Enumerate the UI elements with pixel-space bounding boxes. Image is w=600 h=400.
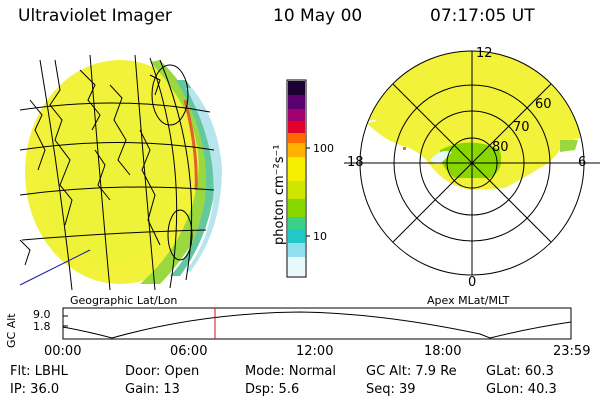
colorbar-unit-label: photon cm⁻²s⁻¹	[272, 144, 287, 245]
colorbar-tick-100: 100	[313, 142, 334, 155]
mlat-label-80: 80	[492, 140, 509, 155]
mlat-label-60: 60	[535, 97, 552, 112]
info-gcalt: GC Alt: 7.9 Re	[366, 364, 457, 379]
mlt-label-6: 6	[578, 155, 587, 170]
info-glat: GLat: 60.3	[486, 364, 554, 379]
info-gain: Gain: 13	[125, 382, 180, 397]
time-label: 07:17:05 UT	[430, 6, 535, 26]
mlt-label-18: 18	[347, 155, 364, 170]
timeline-ylabel: GC Alt	[5, 313, 18, 348]
timeline-ytick-1-8: 1.8	[33, 320, 51, 333]
instrument-title: Ultraviolet Imager	[18, 6, 172, 26]
timeline-ytick-9: 9.0	[33, 308, 51, 321]
info-glon: GLon: 40.3	[486, 382, 557, 397]
mlat-label-70: 70	[513, 120, 530, 135]
info-door: Door: Open	[125, 364, 200, 379]
info-dsp: Dsp: 5.6	[245, 382, 300, 397]
polar-plot	[344, 50, 600, 276]
apex-caption: Apex MLat/MLT	[427, 294, 510, 307]
mlt-label-0: 0	[468, 275, 477, 290]
timeline-xtick-1200: 12:00	[296, 344, 334, 359]
colorbar	[286, 79, 310, 278]
info-seq: Seq: 39	[366, 382, 416, 397]
timeline-xtick-1800: 18:00	[424, 344, 462, 359]
geographic-caption: Geographic Lat/Lon	[70, 294, 178, 307]
timeline-xtick-2359: 23:59	[553, 344, 591, 359]
geographic-globe-image	[19, 54, 222, 290]
timeline-xtick-0600: 06:00	[170, 344, 208, 359]
info-ip: IP: 36.0	[10, 382, 60, 397]
info-mode: Mode: Normal	[245, 364, 336, 379]
timeline-plot	[62, 307, 572, 340]
timeline-xtick-0000: 00:00	[44, 344, 82, 359]
date-label: 10 May 00	[273, 6, 363, 26]
colorbar-tick-10: 10	[313, 230, 327, 243]
info-flt: Flt: LBHL	[10, 364, 68, 379]
mlt-label-12: 12	[476, 46, 493, 61]
